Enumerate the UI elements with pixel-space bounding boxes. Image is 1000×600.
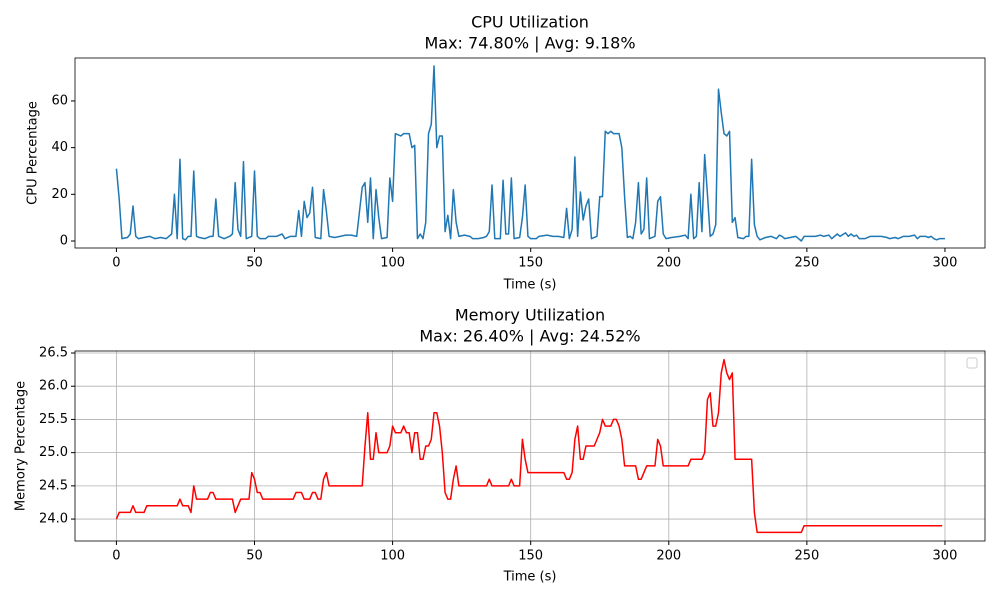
y-tick-label: 0 (60, 233, 68, 248)
x-axis-label: Time (s) (503, 570, 557, 585)
x-tick-label: 300 (933, 256, 958, 271)
y-tick-label: 20 (51, 187, 68, 202)
y-tick-label: 24.5 (39, 478, 68, 493)
x-tick-label: 50 (246, 256, 263, 271)
y-tick-label: 26.5 (39, 345, 68, 360)
x-tick-label: 200 (656, 549, 681, 564)
chart-subtitle: Max: 26.40% | Avg: 24.52% (419, 327, 640, 346)
x-tick-label: 100 (380, 549, 405, 564)
y-tick-label: 40 (51, 140, 68, 155)
data-line (115, 358, 943, 534)
x-tick-label: 150 (518, 549, 543, 564)
y-tick-label: 25.0 (39, 445, 68, 460)
x-tick-label: 50 (246, 549, 263, 564)
x-axis-label: Time (s) (503, 278, 557, 293)
x-tick-label: 250 (794, 256, 819, 271)
x-tick-label: 150 (518, 256, 543, 271)
x-tick-label: 200 (656, 256, 681, 271)
y-axis-label: Memory Percentage (14, 381, 29, 511)
axes-frame (74, 350, 986, 542)
y-axis-label: CPU Percentage (26, 101, 41, 205)
axes-frame (74, 57, 986, 249)
x-tick-label: 250 (794, 549, 819, 564)
x-tick-label: 100 (380, 256, 405, 271)
chart-title: Memory Utilization (455, 306, 605, 325)
data-line (115, 65, 945, 242)
y-tick-label: 25.5 (39, 412, 68, 427)
y-tick-label: 60 (51, 93, 68, 108)
y-tick-label: 26.0 (39, 379, 68, 394)
chart-subtitle: Max: 74.80% | Avg: 9.18% (424, 34, 635, 53)
x-tick-label: 300 (933, 549, 958, 564)
chart-title: CPU Utilization (471, 13, 589, 32)
x-tick-label: 0 (112, 256, 120, 271)
y-tick-label: 24.0 (39, 512, 68, 527)
legend-box (966, 357, 978, 369)
x-tick-label: 0 (112, 549, 120, 564)
